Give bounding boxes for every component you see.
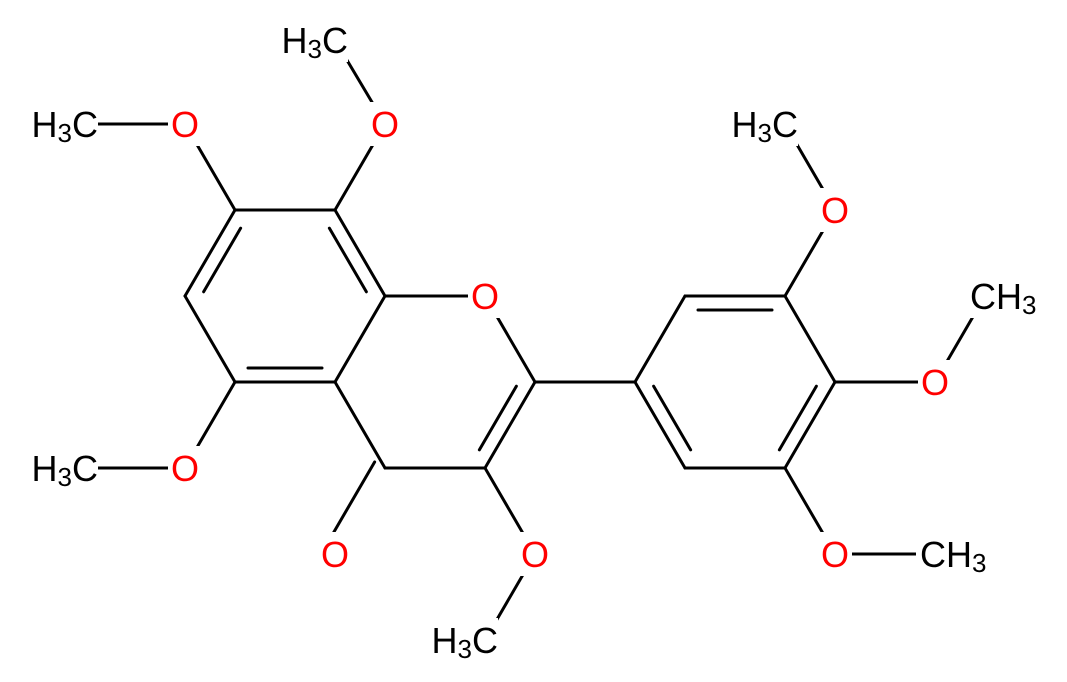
label-background xyxy=(818,188,852,232)
label-part: H xyxy=(432,620,458,661)
oxygen-label: O xyxy=(371,104,399,145)
label-background xyxy=(368,102,402,146)
label-part: O xyxy=(371,104,399,145)
methyl-label: CH3 xyxy=(920,534,986,579)
label-part: H xyxy=(996,276,1022,317)
oxygen-label: O xyxy=(821,190,849,231)
bond xyxy=(633,294,687,384)
oxygen-label: O xyxy=(921,362,949,403)
bond xyxy=(202,226,243,294)
label-part: O xyxy=(821,534,849,575)
bond xyxy=(783,294,837,384)
label-background xyxy=(264,18,348,62)
label-part: O xyxy=(921,362,949,403)
bond xyxy=(333,380,387,470)
label-background xyxy=(414,618,498,662)
methyl-label: H3C xyxy=(32,104,98,149)
label-part: O xyxy=(471,276,499,317)
label-part: O xyxy=(821,190,849,231)
methyl-label: H3C xyxy=(282,20,348,65)
label-background xyxy=(168,102,202,146)
label-part: O xyxy=(171,448,199,489)
methyl-label: CH3 xyxy=(970,276,1036,321)
label-part: C xyxy=(772,104,798,145)
bond xyxy=(477,384,518,452)
label-background xyxy=(14,102,98,146)
label-background xyxy=(966,274,1050,318)
label-part: C xyxy=(472,620,498,661)
label-part: H xyxy=(32,448,58,489)
label-part: 3 xyxy=(972,548,986,578)
label-part: H xyxy=(32,104,58,145)
label-background xyxy=(714,102,798,146)
label-part: C xyxy=(920,534,946,575)
label-part: 3 xyxy=(58,462,72,492)
label-part: O xyxy=(171,104,199,145)
label-part: H xyxy=(282,20,308,61)
bond xyxy=(783,380,837,470)
label-part: 3 xyxy=(758,118,772,148)
oxygen-label: O xyxy=(321,534,349,575)
label-background xyxy=(468,274,502,318)
oxygen-label: O xyxy=(821,534,849,575)
label-background xyxy=(918,360,952,404)
label-part: H xyxy=(732,104,758,145)
label-part: O xyxy=(521,534,549,575)
label-part: H xyxy=(946,534,972,575)
label-background xyxy=(14,446,98,490)
bond xyxy=(333,208,387,298)
methyl-label: H3C xyxy=(432,620,498,665)
label-part: C xyxy=(322,20,348,61)
bond xyxy=(652,384,693,452)
label-part: 3 xyxy=(1022,290,1036,320)
oxygen-label: O xyxy=(521,534,549,575)
label-background xyxy=(318,532,352,576)
bond xyxy=(333,294,387,384)
label-part: C xyxy=(72,448,98,489)
label-background xyxy=(518,532,552,576)
methyl-label: H3C xyxy=(732,104,798,149)
bond xyxy=(483,380,537,470)
label-part: C xyxy=(970,276,996,317)
bond xyxy=(183,208,237,298)
label-part: 3 xyxy=(458,634,472,664)
label-part: C xyxy=(72,104,98,145)
bond xyxy=(183,294,237,384)
oxygen-label: O xyxy=(171,448,199,489)
bond xyxy=(633,380,687,470)
label-part: 3 xyxy=(308,34,322,64)
label-background xyxy=(818,532,852,576)
label-part: O xyxy=(321,534,349,575)
oxygen-label: O xyxy=(171,104,199,145)
label-background xyxy=(168,446,202,490)
label-background xyxy=(916,532,1000,576)
oxygen-label: O xyxy=(471,276,499,317)
bond xyxy=(327,226,368,294)
label-part: 3 xyxy=(58,118,72,148)
bond xyxy=(777,384,818,452)
methyl-label: H3C xyxy=(32,448,98,493)
